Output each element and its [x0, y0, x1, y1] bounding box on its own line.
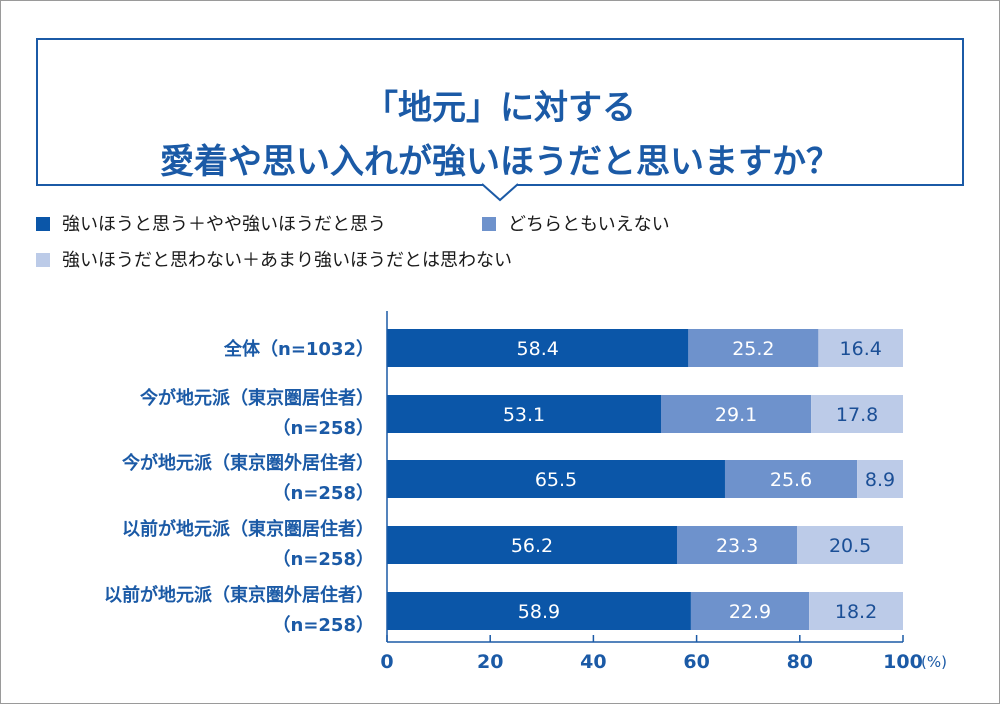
data-label: 18.2 — [835, 601, 877, 623]
data-label: 56.2 — [511, 535, 553, 557]
data-label: 53.1 — [503, 404, 545, 426]
legend-swatch-neutral — [482, 217, 496, 231]
data-label: 8.9 — [865, 469, 895, 491]
bar-segment — [857, 460, 903, 498]
data-label: 58.4 — [517, 338, 559, 360]
category-label: （n=258） — [273, 549, 374, 570]
data-label: 65.5 — [535, 469, 577, 491]
legend-swatch-disagree — [36, 253, 50, 267]
bar-segment — [797, 526, 903, 564]
x-tick-label: 0 — [380, 651, 393, 673]
legend-item-agree: 強いほうと思う＋やや強いほうだと思う — [36, 214, 386, 236]
bar-segment — [387, 329, 689, 367]
data-label: 16.4 — [840, 338, 882, 360]
x-tick-label: 40 — [580, 651, 606, 673]
x-tick-label: 100 — [883, 651, 923, 673]
bar-segment — [811, 395, 903, 433]
category-label: 以前が地元派（東京圏外居住者） — [104, 584, 374, 606]
data-label: 58.9 — [518, 601, 560, 623]
chart-title-line-1: 「地元」に対する — [364, 88, 636, 128]
category-label: 全体（n=1032） — [223, 338, 374, 360]
legend-label-disagree: 強いほうだと思わない＋あまり強いほうだとは思わない — [62, 250, 512, 271]
bar-segment — [818, 329, 903, 367]
data-label: 22.9 — [729, 601, 771, 623]
bar-segment — [809, 592, 903, 630]
legend-label-neutral: どちらともいえない — [508, 214, 670, 235]
data-label: 25.6 — [770, 469, 812, 491]
data-label: 23.3 — [716, 535, 758, 557]
legend-item-disagree: 強いほうだと思わない＋あまり強いほうだとは思わない — [36, 250, 512, 272]
title-pointer — [481, 183, 519, 202]
category-label: 以前が地元派（東京圏居住者） — [122, 518, 374, 540]
legend-label-agree: 強いほうと思う＋やや強いほうだと思う — [62, 214, 386, 235]
x-tick-label: 20 — [477, 651, 503, 673]
x-tick-label: 60 — [683, 651, 709, 673]
bar-segment — [660, 395, 812, 433]
bar-segment — [688, 329, 819, 367]
x-tick-label: 80 — [787, 651, 813, 673]
bar-segment — [724, 460, 858, 498]
data-label: 20.5 — [829, 535, 871, 557]
bar-segment — [690, 592, 810, 630]
bar-segment — [387, 526, 677, 564]
data-label: 29.1 — [715, 404, 757, 426]
legend-item-neutral: どちらともいえない — [482, 214, 670, 236]
data-label: 25.2 — [732, 338, 774, 360]
bar-segment — [387, 395, 661, 433]
bar-segment — [676, 526, 798, 564]
legend-swatch-agree — [36, 217, 50, 231]
category-label: （n=258） — [273, 418, 374, 439]
category-label: （n=258） — [273, 615, 374, 636]
x-unit-label: (%) — [921, 653, 947, 671]
bar-segment — [387, 460, 725, 498]
category-label: 今が地元派（東京圏居住者） — [140, 387, 374, 409]
chart-title-line-2: 愛着や思い入れが強いほうだと思いますか？ — [160, 142, 840, 182]
data-label: 17.8 — [836, 404, 878, 426]
bar-segment — [387, 592, 691, 630]
category-label: （n=258） — [273, 483, 374, 504]
category-label: 今が地元派（東京圏外居住者） — [122, 452, 374, 474]
